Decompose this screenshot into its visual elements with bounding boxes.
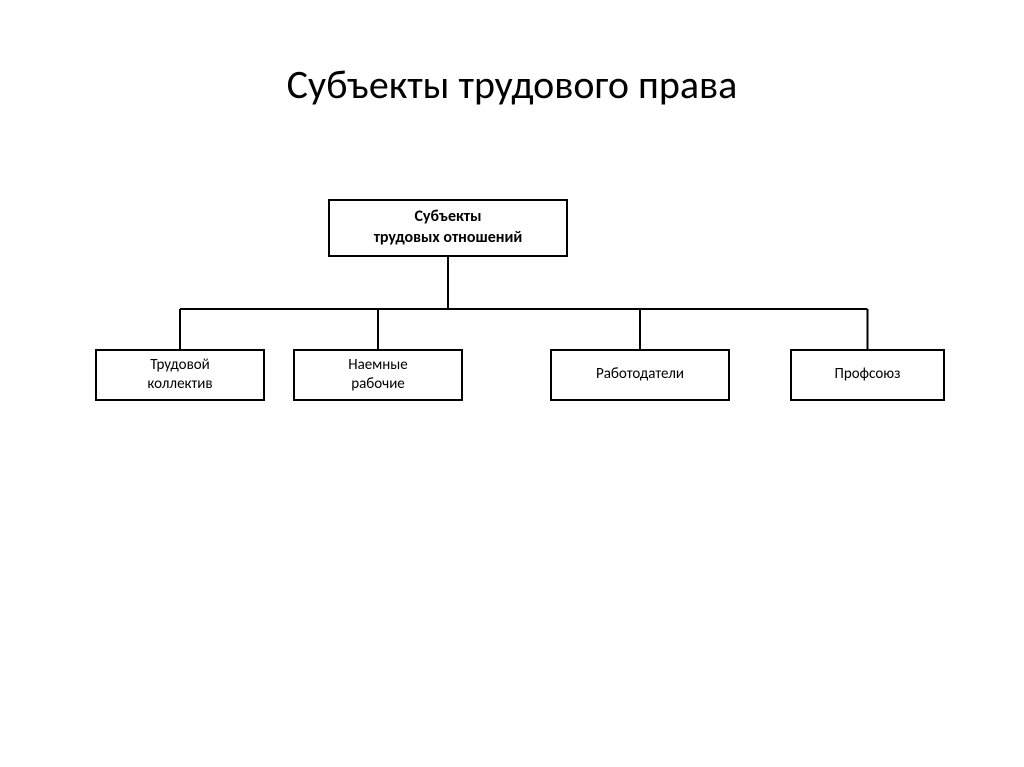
page-title: Субъекты трудового права bbox=[0, 0, 1024, 109]
child-node-1: Наемныерабочие bbox=[293, 349, 463, 401]
org-diagram: Субъектытрудовых отношений Трудовойколлек… bbox=[0, 199, 1024, 499]
child-node-0: Трудовойколлектив bbox=[95, 349, 265, 401]
child-node-3: Профсоюз bbox=[790, 349, 945, 401]
child-node-2: Работодатели bbox=[550, 349, 730, 401]
root-node: Субъектытрудовых отношений bbox=[328, 199, 568, 257]
